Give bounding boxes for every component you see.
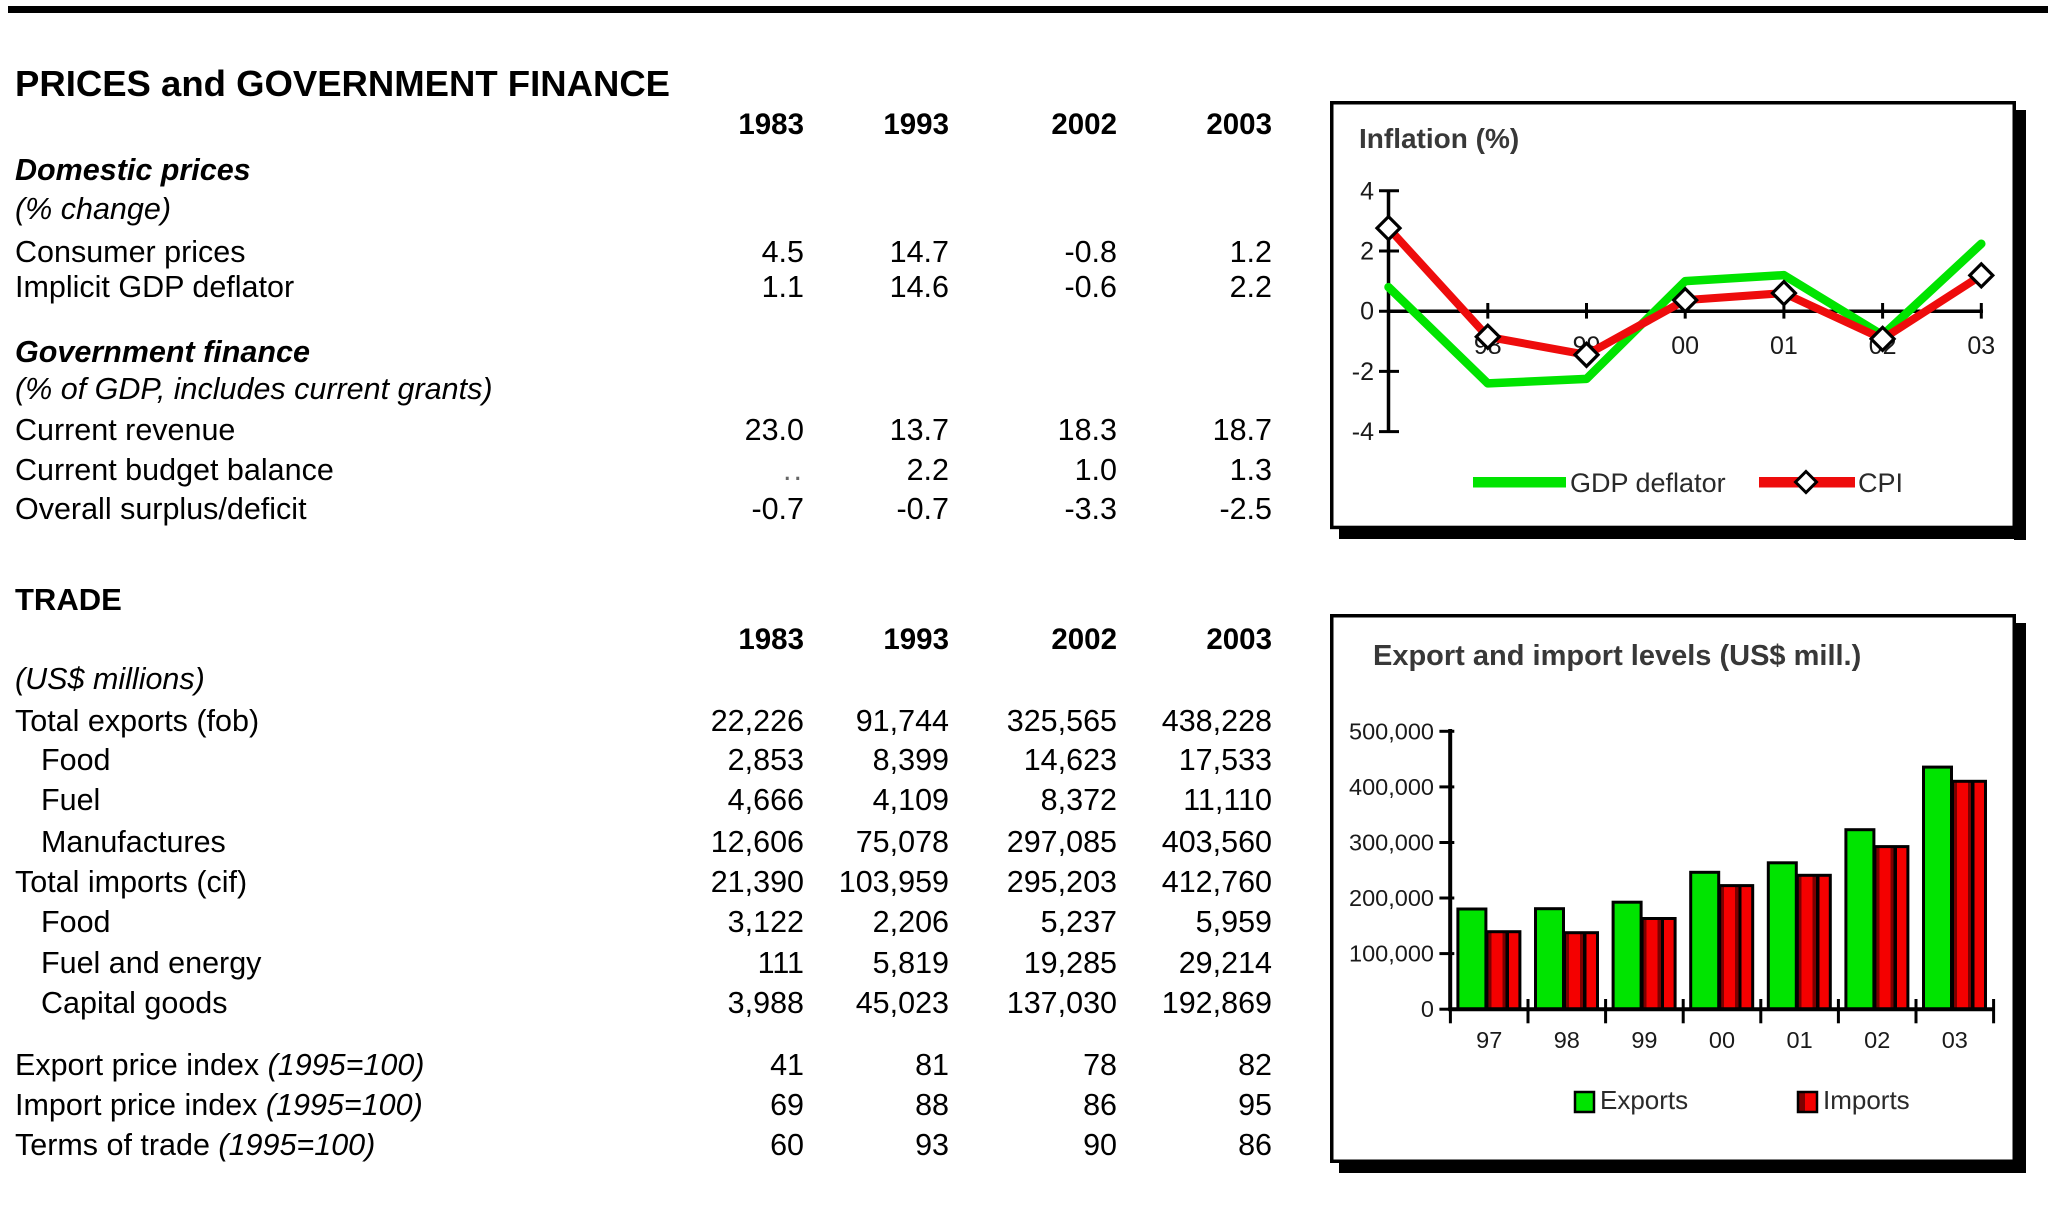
svg-text:0: 0 <box>1360 298 1374 326</box>
svg-text:2: 2 <box>1360 238 1374 266</box>
svg-text:01: 01 <box>1770 332 1798 360</box>
svg-text:00: 00 <box>1709 1027 1735 1053</box>
svg-text:400,000: 400,000 <box>1349 774 1434 800</box>
svg-text:CPI: CPI <box>1858 468 1903 498</box>
svg-text:03: 03 <box>1967 332 1995 360</box>
svg-text:97: 97 <box>1476 1027 1502 1053</box>
svg-text:00: 00 <box>1671 332 1699 360</box>
svg-text:99: 99 <box>1631 1027 1657 1053</box>
svg-text:Imports: Imports <box>1823 1085 1910 1115</box>
svg-text:200,000: 200,000 <box>1349 885 1434 911</box>
svg-text:98: 98 <box>1554 1027 1580 1053</box>
svg-text:-2: -2 <box>1352 358 1374 386</box>
svg-text:02: 02 <box>1864 1027 1890 1053</box>
svg-text:01: 01 <box>1787 1027 1813 1053</box>
svg-text:03: 03 <box>1942 1027 1968 1053</box>
svg-text:100,000: 100,000 <box>1349 941 1434 967</box>
svg-text:-4: -4 <box>1352 418 1374 446</box>
svg-text:500,000: 500,000 <box>1349 718 1434 744</box>
svg-text:4: 4 <box>1360 177 1374 205</box>
svg-text:0: 0 <box>1421 996 1434 1022</box>
svg-text:Exports: Exports <box>1600 1085 1688 1115</box>
svg-text:GDP deflator: GDP deflator <box>1570 468 1726 498</box>
svg-text:300,000: 300,000 <box>1349 830 1434 856</box>
svg-text:Export and import levels (US$: Export and import levels (US$ mill.) <box>1373 640 1861 672</box>
svg-text:Inflation (%): Inflation (%) <box>1359 123 1519 154</box>
